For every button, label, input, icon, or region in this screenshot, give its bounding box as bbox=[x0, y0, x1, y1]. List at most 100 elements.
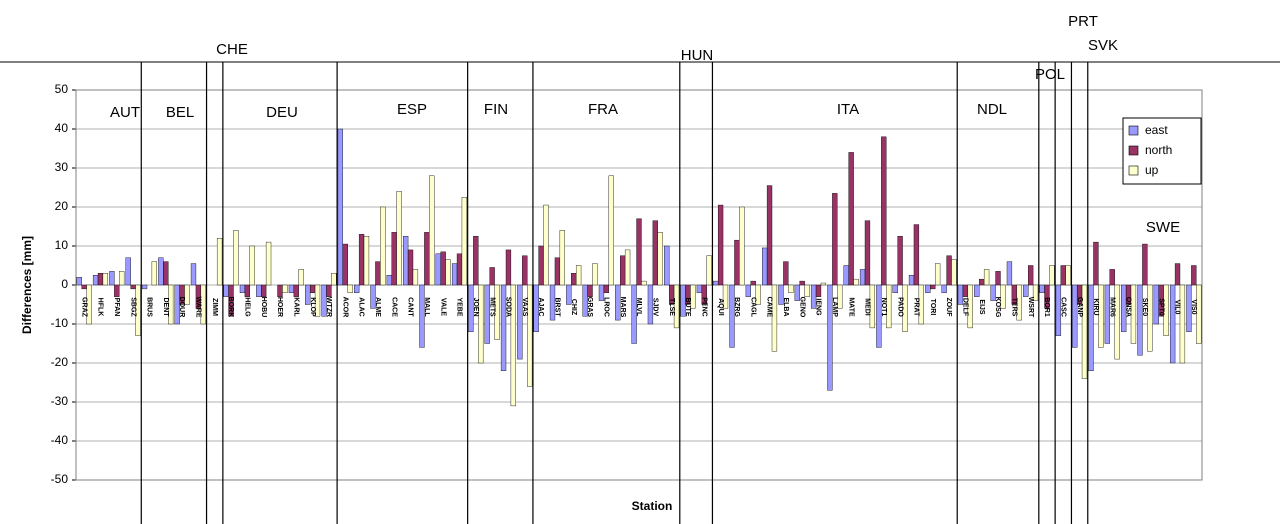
bar bbox=[783, 261, 789, 286]
x-tick-label: PRAT bbox=[913, 298, 920, 317]
x-tick-label: ELBA bbox=[782, 297, 789, 316]
bar bbox=[967, 284, 973, 329]
bar bbox=[995, 271, 1001, 286]
bar bbox=[538, 245, 544, 286]
bar bbox=[820, 282, 827, 286]
bar bbox=[636, 218, 642, 286]
bar bbox=[837, 284, 843, 309]
bar bbox=[1055, 284, 1062, 336]
bar bbox=[386, 275, 392, 286]
bar bbox=[750, 280, 756, 286]
x-tick-label: DENT bbox=[162, 297, 169, 317]
bar bbox=[983, 269, 990, 286]
y-tick-label: -10 bbox=[51, 316, 69, 330]
bar bbox=[603, 284, 610, 294]
bar bbox=[1072, 284, 1078, 348]
bar bbox=[832, 193, 838, 286]
bar bbox=[402, 236, 409, 286]
group-label: POL bbox=[1035, 66, 1065, 83]
legend-swatch bbox=[1128, 165, 1139, 176]
bar bbox=[370, 284, 376, 309]
bar bbox=[158, 257, 164, 286]
bar bbox=[1044, 284, 1050, 309]
bar bbox=[363, 236, 370, 286]
y-tick-label: -20 bbox=[51, 355, 69, 369]
bar bbox=[119, 271, 125, 286]
bar bbox=[1049, 265, 1055, 286]
bar bbox=[913, 224, 920, 286]
x-tick-label: BUTE bbox=[684, 297, 691, 316]
bar bbox=[81, 284, 87, 290]
bar bbox=[1016, 284, 1022, 321]
bar bbox=[657, 232, 663, 286]
bar bbox=[184, 284, 190, 305]
bar bbox=[321, 284, 327, 317]
bar bbox=[342, 243, 348, 286]
x-tick-label: CASC bbox=[1059, 297, 1066, 317]
bar bbox=[200, 284, 206, 325]
legend-swatch bbox=[1128, 145, 1139, 156]
legend-label: up bbox=[1145, 163, 1159, 177]
x-tick-label: WTZR bbox=[325, 297, 332, 317]
x-tick-label: ACOR bbox=[341, 297, 348, 318]
y-tick-label: 10 bbox=[55, 238, 69, 252]
bar bbox=[358, 234, 365, 286]
bar bbox=[624, 249, 631, 286]
x-tick-label: TERS bbox=[1010, 298, 1017, 317]
bar bbox=[468, 284, 474, 332]
bar bbox=[652, 220, 658, 286]
bar bbox=[554, 257, 561, 286]
x-tick-label: ONSA bbox=[1125, 297, 1132, 317]
bar bbox=[239, 284, 246, 294]
bar bbox=[484, 284, 490, 344]
bar bbox=[347, 284, 353, 294]
bar bbox=[354, 284, 360, 294]
bar bbox=[848, 152, 854, 286]
x-tick-label: LROC bbox=[603, 297, 610, 317]
bar bbox=[664, 245, 670, 286]
x-tick-label: GENO bbox=[798, 297, 805, 318]
bar bbox=[380, 206, 386, 286]
bar bbox=[151, 261, 157, 286]
bar bbox=[1174, 263, 1181, 286]
group-label: ESP bbox=[397, 101, 427, 118]
bar bbox=[717, 204, 724, 286]
bar bbox=[620, 255, 626, 286]
y-tick-label: 20 bbox=[55, 199, 69, 213]
bar bbox=[745, 284, 751, 297]
x-tick-label: PADO bbox=[896, 297, 903, 317]
x-tick-label: VAAS bbox=[521, 298, 528, 317]
bar bbox=[510, 284, 516, 407]
x-tick-label: BORK bbox=[227, 297, 234, 318]
bar bbox=[1098, 284, 1104, 348]
x-tick-label: CHIZ bbox=[570, 299, 577, 316]
bar bbox=[141, 284, 148, 290]
bar bbox=[951, 259, 957, 286]
bar bbox=[566, 284, 572, 305]
bar bbox=[125, 257, 131, 286]
bar bbox=[934, 263, 941, 286]
x-tick-label: HOER bbox=[276, 297, 283, 317]
group-label: HUN bbox=[681, 47, 714, 64]
x-tick-label: PFAN bbox=[113, 298, 120, 317]
bar bbox=[696, 284, 703, 294]
bar bbox=[690, 284, 696, 309]
y-tick-label: -50 bbox=[51, 472, 69, 486]
group-label: AUT bbox=[110, 104, 140, 121]
bar bbox=[1000, 284, 1006, 309]
bar bbox=[163, 261, 169, 286]
bar bbox=[527, 284, 533, 387]
bar bbox=[1169, 284, 1176, 364]
bar bbox=[1039, 284, 1045, 294]
bar bbox=[86, 284, 92, 325]
group-label: NDL bbox=[977, 101, 1007, 118]
bar bbox=[1032, 284, 1039, 301]
bar bbox=[1109, 269, 1115, 286]
bar bbox=[962, 284, 969, 297]
y-tick-label: -40 bbox=[51, 433, 69, 447]
x-tick-label: KOSG bbox=[994, 297, 1001, 318]
x-tick-label: CACE bbox=[390, 297, 397, 317]
bar bbox=[549, 284, 556, 321]
x-tick-label: CAME bbox=[766, 297, 773, 318]
x-tick-label: MATE bbox=[847, 297, 854, 317]
